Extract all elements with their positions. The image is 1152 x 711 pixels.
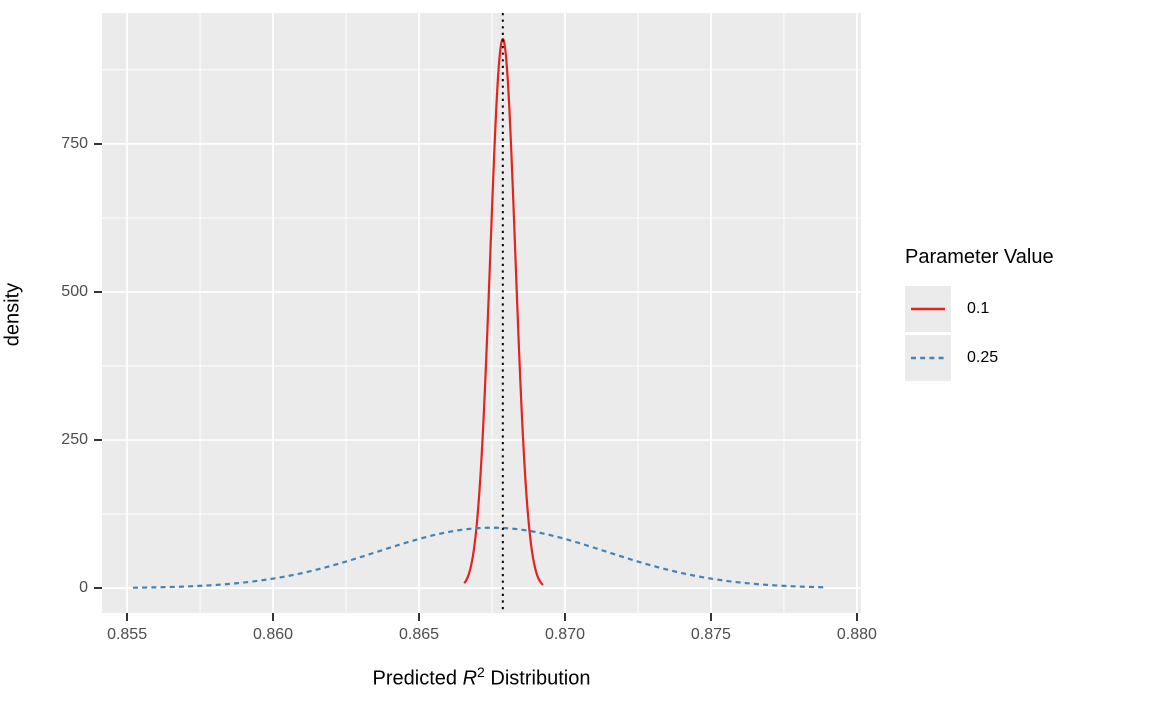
plot-canvas [102,13,861,613]
y-tick-mark [94,290,102,293]
x-tick-mark [126,613,129,621]
x-tick-label: 0.865 [398,626,440,643]
legend: Parameter Value 0.1 0.25 [905,246,1054,384]
legend-key-dashed-line-icon [905,335,951,381]
legend-item-0.1: 0.1 [905,286,1054,332]
x-axis-title-superscript: 2 [477,664,485,680]
x-tick-mark [563,613,566,621]
density-curve-0.25 [132,526,825,589]
plot-panel [102,13,861,613]
x-tick-label: 0.855 [107,626,148,643]
legend-label: 0.1 [967,300,990,317]
x-tick-label: 0.870 [544,626,585,643]
x-tick-label: 0.875 [690,626,731,643]
legend-item-0.25: 0.25 [905,335,1054,381]
x-axis-title: Predicted R2 Distribution [102,664,861,691]
x-axis-title-suffix: Distribution [484,667,591,690]
x-axis-title-variable: R [462,667,478,690]
legend-key-sample [911,356,945,360]
y-axis-title: density [1,282,24,347]
y-tick-label: 0 [79,579,88,597]
x-tick-label: 0.860 [253,626,294,643]
x-tick-mark [855,613,858,621]
x-tick-mark [418,613,421,621]
legend-key-sample [911,307,945,311]
x-tick-mark [709,613,712,621]
legend-items: 0.1 0.25 [905,286,1054,381]
y-tick-mark [94,587,102,590]
x-axis-title-prefix: Predicted [372,667,463,690]
y-tick-label: 500 [61,282,88,300]
y-tick-mark [94,142,102,145]
x-tick-label: 0.880 [836,626,877,643]
y-tick-label: 750 [61,134,88,152]
legend-key-solid-line-icon [905,286,951,332]
legend-title: Parameter Value [905,246,1054,268]
y-tick-label: 250 [61,431,88,449]
y-tick-mark [94,439,102,442]
legend-label: 0.25 [967,349,999,366]
x-tick-mark [272,613,275,621]
